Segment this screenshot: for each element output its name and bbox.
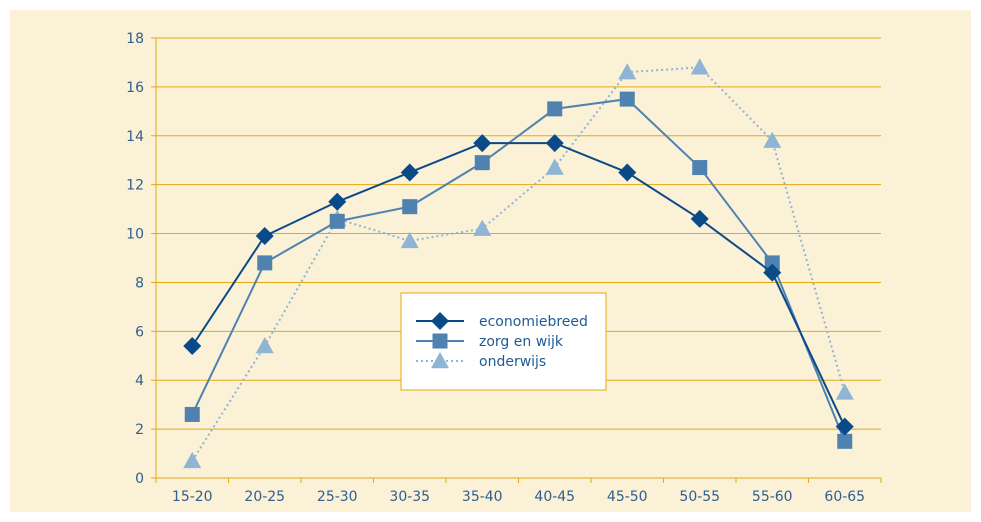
x-tick-label: 60-65 [824, 489, 865, 505]
y-tick-label: 4 [135, 373, 144, 389]
y-tick-label: 18 [126, 31, 144, 47]
x-tick-label: 30-35 [389, 489, 430, 505]
data-point-economiebreed [400, 163, 419, 182]
data-point-onderwijs [473, 219, 492, 236]
data-point-economiebreed [473, 134, 492, 153]
data-point-zorg-en-wijk [402, 199, 418, 215]
data-point-onderwijs [400, 231, 419, 249]
y-tick-label: 12 [126, 178, 144, 194]
series-economiebreed [183, 134, 854, 436]
chart-panel: 0 2 4 6 8 10 12 14 16 18 15-20 20-25 25-30 30-35 35-40… [10, 10, 971, 512]
legend-label-onderwijs: onderwijs [479, 354, 546, 370]
data-point-zorg-en-wijk [257, 255, 273, 271]
data-point-zorg-en-wijk [184, 406, 200, 422]
data-point-zorg-en-wijk [547, 101, 563, 117]
data-point-onderwijs [255, 337, 274, 354]
x-tick-label: 25-30 [317, 489, 358, 505]
data-point-zorg-en-wijk [837, 433, 853, 449]
data-point-economiebreed [255, 227, 274, 245]
data-point-onderwijs [763, 131, 782, 148]
y-tick-label: 14 [126, 129, 144, 145]
legend-label-economiebreed: economiebreed [479, 314, 588, 330]
data-point-zorg-en-wijk [329, 213, 345, 229]
line-chart: 0 2 4 6 8 10 12 14 16 18 15-20 20-25 25-30 30-35 35-40… [126, 31, 882, 505]
series-onderwijs [183, 58, 854, 469]
legend: economiebreed zorg en wijk onderwijs [400, 292, 607, 391]
series-line-onderwijs [191, 66, 846, 462]
legend-label-zorg-en-wijk: zorg en wijk [479, 334, 564, 350]
x-tick-label: 55-60 [752, 489, 793, 505]
x-tick-label: 40-45 [534, 489, 575, 505]
data-point-economiebreed [618, 163, 637, 182]
data-point-zorg-en-wijk [619, 91, 635, 107]
data-point-economiebreed [763, 263, 782, 282]
legend-marker-onderwijs [431, 352, 449, 369]
data-point-economiebreed [690, 209, 709, 228]
series-line-zorg-en-wijk [191, 98, 846, 442]
data-point-zorg-en-wijk [764, 255, 780, 271]
data-point-onderwijs [183, 451, 202, 469]
x-tick-label: 20-25 [244, 489, 285, 505]
data-point-economiebreed [328, 192, 347, 211]
data-point-onderwijs [618, 63, 637, 80]
y-tick-label: 10 [126, 227, 144, 243]
data-point-onderwijs [835, 383, 854, 400]
x-tick-label: 50-55 [679, 489, 720, 505]
y-tick-label: 16 [126, 80, 144, 96]
legend-marker-economiebreed [431, 312, 449, 330]
data-point-onderwijs [690, 58, 709, 75]
axes: 0 2 4 6 8 10 12 14 16 18 15-20 20-25 25-30 30-35 35-40… [126, 31, 882, 505]
data-point-onderwijs [545, 158, 564, 175]
data-point-economiebreed [835, 417, 854, 436]
data-point-economiebreed [183, 337, 202, 355]
y-tick-label: 6 [135, 324, 144, 340]
data-point-zorg-en-wijk [692, 160, 708, 176]
y-tick-label: 0 [135, 471, 144, 487]
data-point-zorg-en-wijk [474, 155, 490, 171]
data-point-economiebreed [545, 134, 564, 153]
series-line-economiebreed [191, 142, 846, 428]
legend-marker-zorg-en-wijk [432, 333, 448, 349]
x-tick-label: 15-20 [172, 489, 213, 505]
x-tick-label: 35-40 [462, 489, 503, 505]
gridlines [156, 37, 881, 430]
series-zorg-en-wijk [184, 91, 853, 449]
x-tick-label: 45-50 [607, 489, 648, 505]
y-tick-label: 2 [135, 422, 144, 438]
y-tick-label: 8 [135, 275, 144, 291]
series [183, 58, 854, 469]
